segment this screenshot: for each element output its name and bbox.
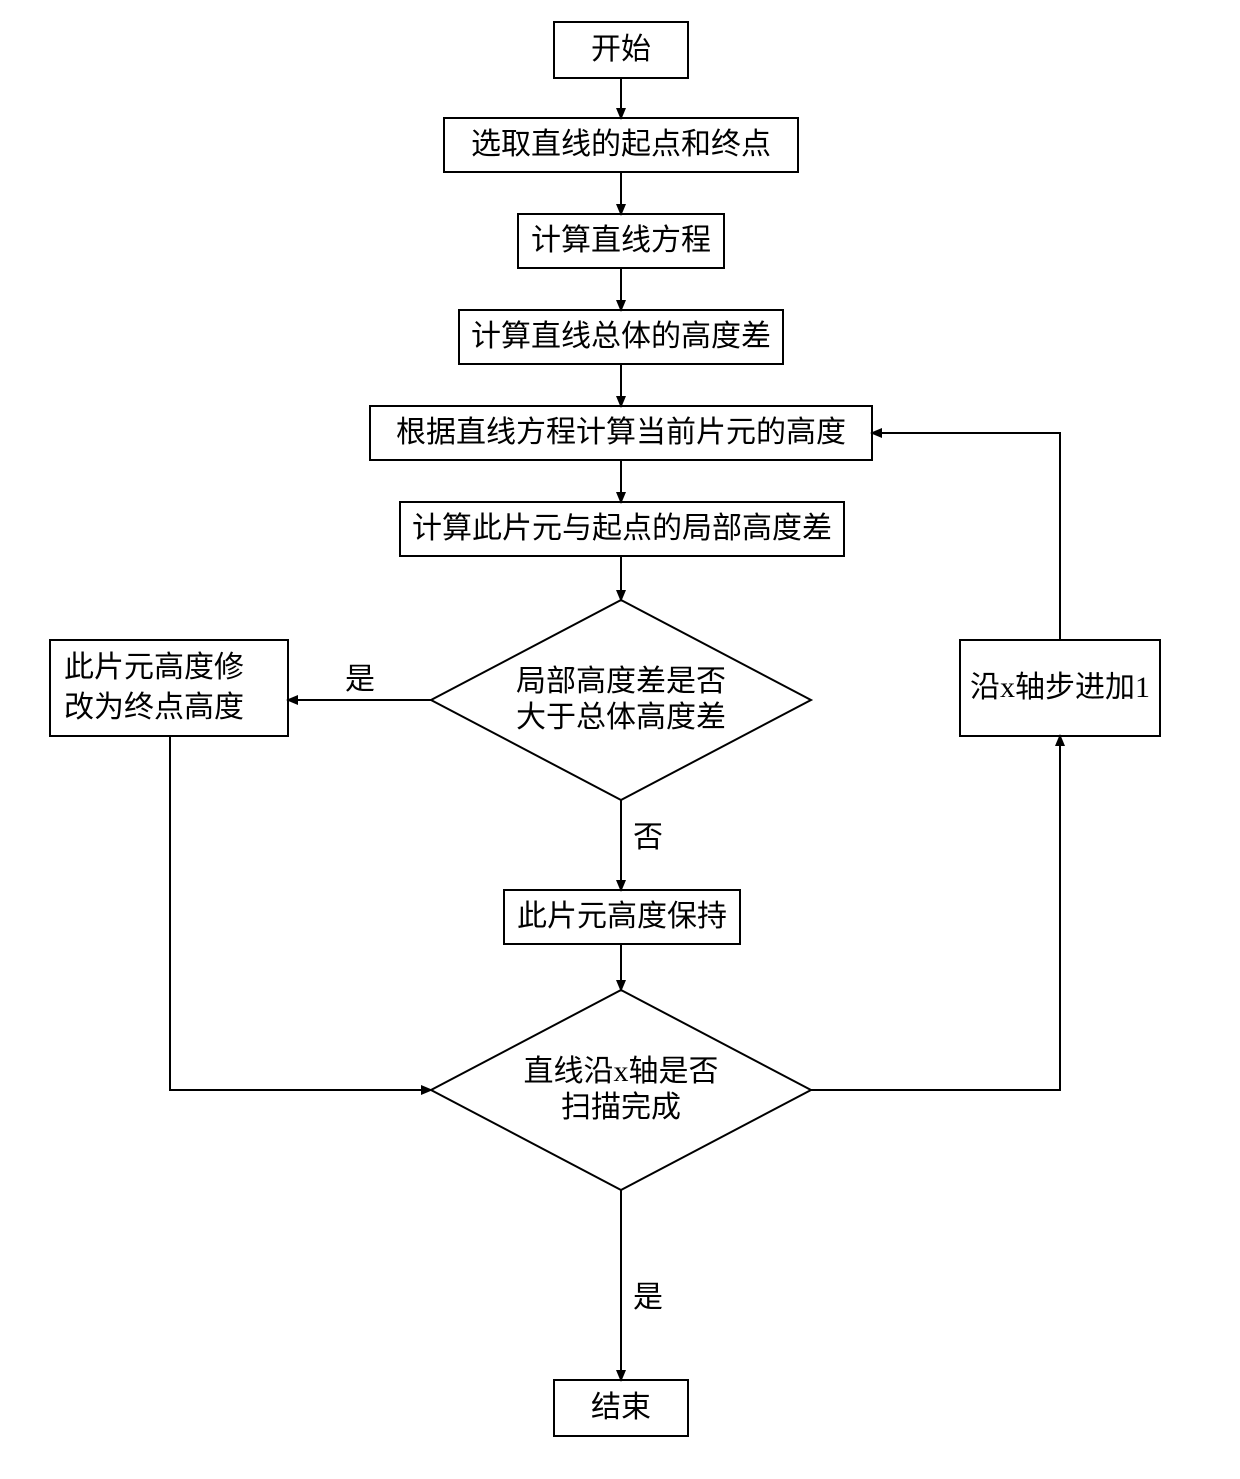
node-keep-height-label: 此片元高度保持 — [517, 900, 727, 933]
node-calc-total-height: 计算直线总体的高度差 — [459, 310, 783, 364]
node-calc-total-height-label: 计算直线总体的高度差 — [471, 320, 771, 353]
decision-scan-done-label-1: 直线沿x轴是否 — [524, 1055, 719, 1088]
edge-right-n4 — [872, 433, 1060, 640]
node-end-label: 结束 — [591, 1391, 651, 1424]
node-select-points: 选取直线的起点和终点 — [444, 118, 798, 172]
edge-label-d1-keep: 否 — [633, 821, 663, 854]
node-step-x: 沿x轴步进加1 — [960, 640, 1160, 736]
node-calc-local-diff: 计算此片元与起点的局部高度差 — [400, 502, 844, 556]
edge-left-d2 — [170, 736, 431, 1090]
node-calc-local-diff-label: 计算此片元与起点的局部高度差 — [412, 512, 832, 545]
node-calc-frag-height: 根据直线方程计算当前片元的高度 — [370, 406, 872, 460]
node-end: 结束 — [554, 1380, 688, 1436]
node-select-points-label: 选取直线的起点和终点 — [471, 128, 771, 161]
node-start-label: 开始 — [591, 33, 651, 66]
node-start: 开始 — [554, 22, 688, 78]
edge-d2-right — [811, 736, 1060, 1090]
decision-local-vs-total: 局部高度差是否 大于总体高度差 — [431, 600, 811, 800]
node-set-end-height-label-2: 改为终点高度 — [64, 691, 244, 724]
node-set-end-height: 此片元高度修 改为终点高度 — [50, 640, 288, 736]
edge-label-d2-endn: 是 — [633, 1281, 663, 1314]
node-calc-line-eq: 计算直线方程 — [518, 214, 724, 268]
node-set-end-height-label-1: 此片元高度修 — [64, 651, 244, 684]
node-keep-height: 此片元高度保持 — [504, 890, 740, 944]
decision-scan-done-label-2: 扫描完成 — [561, 1091, 681, 1124]
node-calc-frag-height-label: 根据直线方程计算当前片元的高度 — [396, 416, 846, 449]
decision-scan-done: 直线沿x轴是否 扫描完成 — [431, 990, 811, 1190]
node-calc-line-eq-label: 计算直线方程 — [531, 224, 711, 257]
edge-label-d1-left: 是 — [345, 663, 375, 696]
decision-local-vs-total-label-1: 局部高度差是否 — [516, 665, 726, 698]
flowchart-canvas: 开始 选取直线的起点和终点 计算直线方程 计算直线总体的高度差 根据直线方程计算… — [0, 0, 1240, 1479]
decision-local-vs-total-label-2: 大于总体高度差 — [516, 701, 726, 734]
node-step-x-label: 沿x轴步进加1 — [970, 671, 1150, 704]
